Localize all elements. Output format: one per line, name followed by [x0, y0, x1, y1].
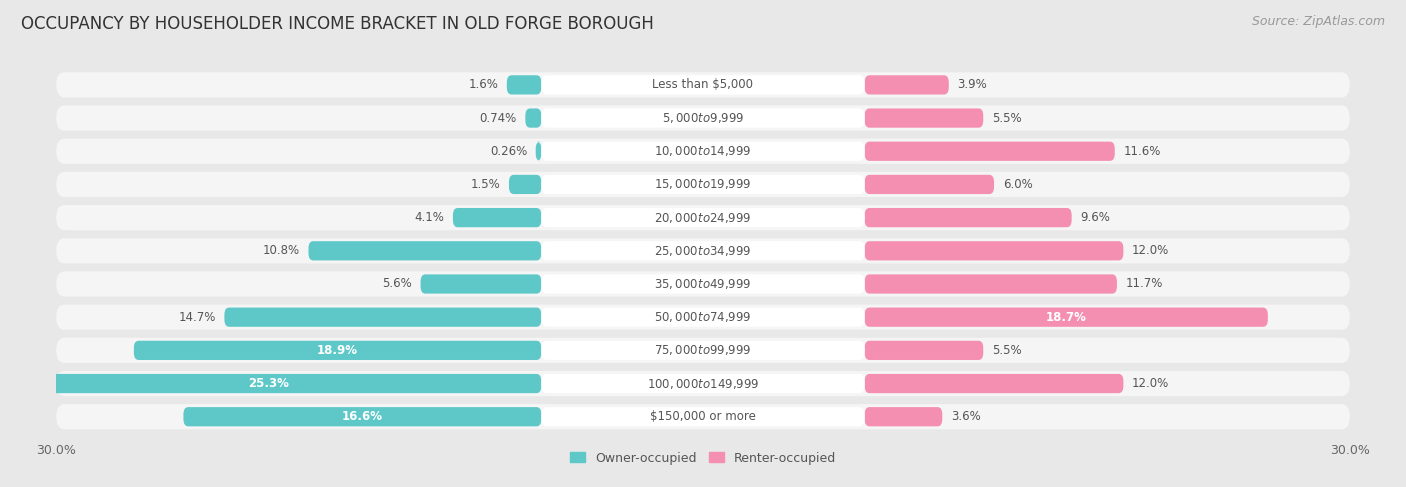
Text: OCCUPANCY BY HOUSEHOLDER INCOME BRACKET IN OLD FORGE BOROUGH: OCCUPANCY BY HOUSEHOLDER INCOME BRACKET … — [21, 15, 654, 33]
Text: 18.9%: 18.9% — [318, 344, 359, 357]
FancyBboxPatch shape — [541, 109, 865, 128]
Text: $15,000 to $19,999: $15,000 to $19,999 — [654, 177, 752, 191]
FancyBboxPatch shape — [56, 338, 1350, 363]
FancyBboxPatch shape — [865, 109, 983, 128]
Text: Less than $5,000: Less than $5,000 — [652, 78, 754, 92]
FancyBboxPatch shape — [541, 142, 865, 161]
FancyBboxPatch shape — [509, 175, 541, 194]
FancyBboxPatch shape — [541, 308, 865, 327]
FancyBboxPatch shape — [541, 341, 865, 360]
FancyBboxPatch shape — [865, 341, 983, 360]
Text: $75,000 to $99,999: $75,000 to $99,999 — [654, 343, 752, 357]
FancyBboxPatch shape — [541, 407, 865, 426]
Text: 12.0%: 12.0% — [1132, 377, 1170, 390]
FancyBboxPatch shape — [56, 172, 1350, 197]
FancyBboxPatch shape — [865, 374, 1123, 393]
FancyBboxPatch shape — [541, 75, 865, 94]
Text: 5.5%: 5.5% — [991, 112, 1022, 125]
Text: 6.0%: 6.0% — [1002, 178, 1032, 191]
FancyBboxPatch shape — [865, 208, 1071, 227]
Text: 18.7%: 18.7% — [1046, 311, 1087, 324]
FancyBboxPatch shape — [56, 72, 1350, 97]
Text: 0.74%: 0.74% — [479, 112, 517, 125]
Text: $5,000 to $9,999: $5,000 to $9,999 — [662, 111, 744, 125]
FancyBboxPatch shape — [536, 142, 541, 161]
Text: 1.6%: 1.6% — [468, 78, 498, 92]
Text: 3.6%: 3.6% — [950, 410, 980, 423]
FancyBboxPatch shape — [56, 238, 1350, 263]
Text: 4.1%: 4.1% — [415, 211, 444, 224]
FancyBboxPatch shape — [541, 208, 865, 227]
FancyBboxPatch shape — [865, 308, 1268, 327]
FancyBboxPatch shape — [865, 407, 942, 426]
Text: 11.7%: 11.7% — [1126, 278, 1163, 290]
FancyBboxPatch shape — [0, 374, 541, 393]
Text: 11.6%: 11.6% — [1123, 145, 1161, 158]
Text: $50,000 to $74,999: $50,000 to $74,999 — [654, 310, 752, 324]
FancyBboxPatch shape — [526, 109, 541, 128]
FancyBboxPatch shape — [453, 208, 541, 227]
Text: $25,000 to $34,999: $25,000 to $34,999 — [654, 244, 752, 258]
Text: 0.26%: 0.26% — [489, 145, 527, 158]
FancyBboxPatch shape — [541, 175, 865, 194]
FancyBboxPatch shape — [865, 142, 1115, 161]
FancyBboxPatch shape — [506, 75, 541, 94]
Text: $100,000 to $149,999: $100,000 to $149,999 — [647, 376, 759, 391]
FancyBboxPatch shape — [56, 106, 1350, 131]
Text: 3.9%: 3.9% — [957, 78, 987, 92]
Text: 10.8%: 10.8% — [263, 244, 299, 257]
FancyBboxPatch shape — [865, 75, 949, 94]
Text: 14.7%: 14.7% — [179, 311, 215, 324]
FancyBboxPatch shape — [134, 341, 541, 360]
FancyBboxPatch shape — [541, 374, 865, 393]
FancyBboxPatch shape — [56, 304, 1350, 330]
FancyBboxPatch shape — [308, 241, 541, 261]
Text: $150,000 or more: $150,000 or more — [650, 410, 756, 423]
FancyBboxPatch shape — [865, 274, 1116, 294]
Text: 16.6%: 16.6% — [342, 410, 382, 423]
Text: 9.6%: 9.6% — [1080, 211, 1111, 224]
FancyBboxPatch shape — [56, 205, 1350, 230]
FancyBboxPatch shape — [56, 371, 1350, 396]
Text: $10,000 to $14,999: $10,000 to $14,999 — [654, 144, 752, 158]
FancyBboxPatch shape — [541, 274, 865, 294]
Text: $35,000 to $49,999: $35,000 to $49,999 — [654, 277, 752, 291]
FancyBboxPatch shape — [56, 404, 1350, 430]
FancyBboxPatch shape — [865, 175, 994, 194]
FancyBboxPatch shape — [541, 241, 865, 261]
FancyBboxPatch shape — [56, 139, 1350, 164]
FancyBboxPatch shape — [420, 274, 541, 294]
Text: 5.5%: 5.5% — [991, 344, 1022, 357]
Text: $20,000 to $24,999: $20,000 to $24,999 — [654, 210, 752, 225]
FancyBboxPatch shape — [56, 271, 1350, 297]
Text: 1.5%: 1.5% — [471, 178, 501, 191]
FancyBboxPatch shape — [865, 241, 1123, 261]
FancyBboxPatch shape — [225, 308, 541, 327]
Text: 12.0%: 12.0% — [1132, 244, 1170, 257]
Text: 5.6%: 5.6% — [382, 278, 412, 290]
Text: Source: ZipAtlas.com: Source: ZipAtlas.com — [1251, 15, 1385, 28]
Legend: Owner-occupied, Renter-occupied: Owner-occupied, Renter-occupied — [565, 447, 841, 469]
Text: 25.3%: 25.3% — [247, 377, 290, 390]
FancyBboxPatch shape — [183, 407, 541, 426]
